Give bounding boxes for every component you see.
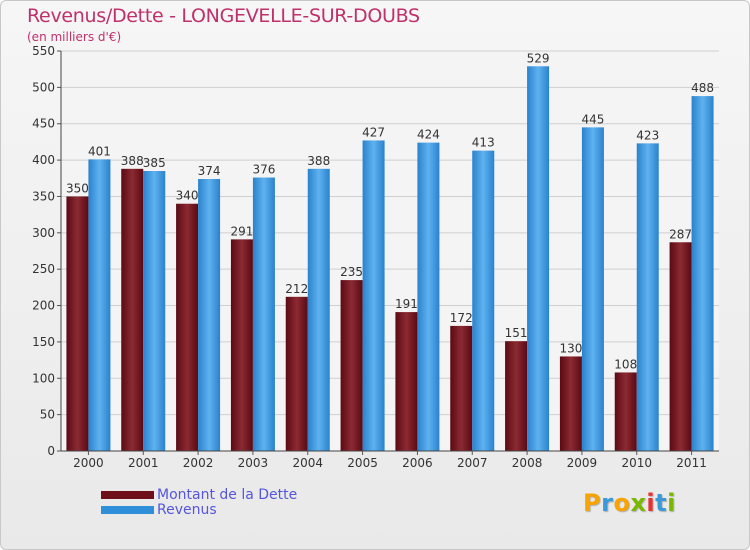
logo-letter: x	[630, 489, 647, 517]
legend-swatch-revenus	[101, 505, 154, 514]
data-label-revenus: 424	[417, 128, 440, 142]
y-tick-label: 200	[32, 299, 55, 313]
x-tick-label: 2000	[73, 456, 104, 470]
bar-revenus	[143, 171, 166, 451]
data-label-revenus: 488	[691, 81, 714, 95]
bar-dette	[230, 239, 253, 451]
y-tick-label: 300	[32, 226, 55, 240]
bar-revenus	[417, 142, 440, 452]
logo-letter: i	[646, 489, 656, 517]
x-tick-label: 2010	[621, 456, 652, 470]
x-tick-label: 2002	[183, 456, 214, 470]
data-label-revenus: 529	[527, 51, 550, 65]
bar-revenus	[691, 96, 714, 451]
bar-revenus	[307, 168, 330, 451]
data-label-revenus: 376	[252, 163, 275, 177]
bar-dette	[395, 312, 418, 451]
y-tick-label: 550	[32, 44, 55, 58]
data-label-revenus: 423	[636, 128, 659, 142]
bar-revenus	[472, 150, 495, 452]
bar-revenus	[88, 159, 111, 451]
bar-dette	[340, 280, 363, 451]
bar-dette	[669, 242, 692, 451]
bar-dette	[505, 341, 528, 451]
data-label-revenus: 388	[307, 154, 330, 168]
chart-title: Revenus/Dette - LONGEVELLE-SUR-DOUBS	[27, 5, 420, 27]
bar-revenus	[198, 179, 221, 451]
y-tick-label: 350	[32, 189, 55, 203]
x-tick-label: 2005	[347, 456, 378, 470]
data-label-dette: 350	[66, 181, 89, 195]
data-label-revenus: 413	[472, 136, 495, 150]
bar-revenus	[362, 140, 385, 452]
chart-subtitle: (en milliers d'€)	[27, 30, 122, 44]
data-label-dette: 287	[669, 227, 692, 241]
data-label-dette: 151	[505, 326, 528, 340]
proxiti-logo: Proxiti	[583, 489, 676, 517]
data-label-revenus: 445	[581, 112, 604, 126]
x-tick-label: 2004	[292, 456, 323, 470]
data-label-dette: 291	[230, 224, 253, 238]
data-label-revenus: 374	[198, 164, 221, 178]
bar-dette	[285, 296, 308, 451]
bar-revenus	[527, 66, 550, 451]
data-label-dette: 108	[614, 357, 637, 371]
bar-revenus	[636, 143, 659, 451]
data-label-dette: 172	[450, 311, 473, 325]
data-label-dette: 130	[559, 341, 582, 355]
data-label-dette: 235	[340, 265, 363, 279]
legend-label-revenus: Revenus	[157, 501, 217, 518]
x-tick-label: 2011	[676, 456, 707, 470]
logo-letter: r	[601, 489, 614, 517]
bar-dette	[66, 196, 89, 451]
y-tick-label: 450	[32, 117, 55, 131]
plot-area	[61, 51, 719, 451]
bar-dette	[121, 168, 144, 451]
data-label-revenus: 427	[362, 125, 385, 139]
data-label-dette: 191	[395, 297, 418, 311]
logo-letter: i	[667, 489, 676, 517]
legend-swatch-dette	[101, 490, 154, 499]
data-label-revenus: 385	[143, 156, 166, 170]
x-tick-label: 2007	[457, 456, 488, 470]
y-tick-label: 50	[40, 408, 55, 422]
y-tick-label: 500	[32, 80, 55, 94]
logo-letter: P	[583, 489, 602, 517]
y-tick-label: 0	[47, 444, 55, 458]
bar-revenus	[581, 127, 604, 451]
data-label-dette: 340	[176, 189, 199, 203]
data-label-revenus: 401	[88, 144, 111, 158]
bar-dette	[614, 372, 637, 451]
x-tick-label: 2003	[238, 456, 269, 470]
y-tick-label: 250	[32, 262, 55, 276]
bar-dette	[559, 356, 582, 451]
legend-label-dette: Montant de la Dette	[157, 486, 298, 503]
y-tick-label: 100	[32, 371, 55, 385]
logo-letter: t	[655, 489, 668, 517]
legend-item-revenus: Revenus	[101, 501, 297, 518]
data-label-dette: 388	[121, 154, 144, 168]
bar-dette	[450, 325, 473, 451]
data-label-dette: 212	[285, 282, 308, 296]
x-tick-label: 2009	[567, 456, 598, 470]
x-tick-label: 2001	[128, 456, 159, 470]
x-tick-label: 2008	[512, 456, 543, 470]
chart-legend: Montant de la Dette Revenus	[101, 486, 298, 518]
x-tick-label: 2006	[402, 456, 433, 470]
y-tick-label: 150	[32, 335, 55, 349]
y-tick-label: 400	[32, 153, 55, 167]
logo-letter: o	[613, 489, 631, 517]
bar-revenus	[252, 177, 275, 451]
bar-dette	[176, 203, 199, 451]
legend-item-dette: Montant de la Dette	[101, 486, 298, 503]
